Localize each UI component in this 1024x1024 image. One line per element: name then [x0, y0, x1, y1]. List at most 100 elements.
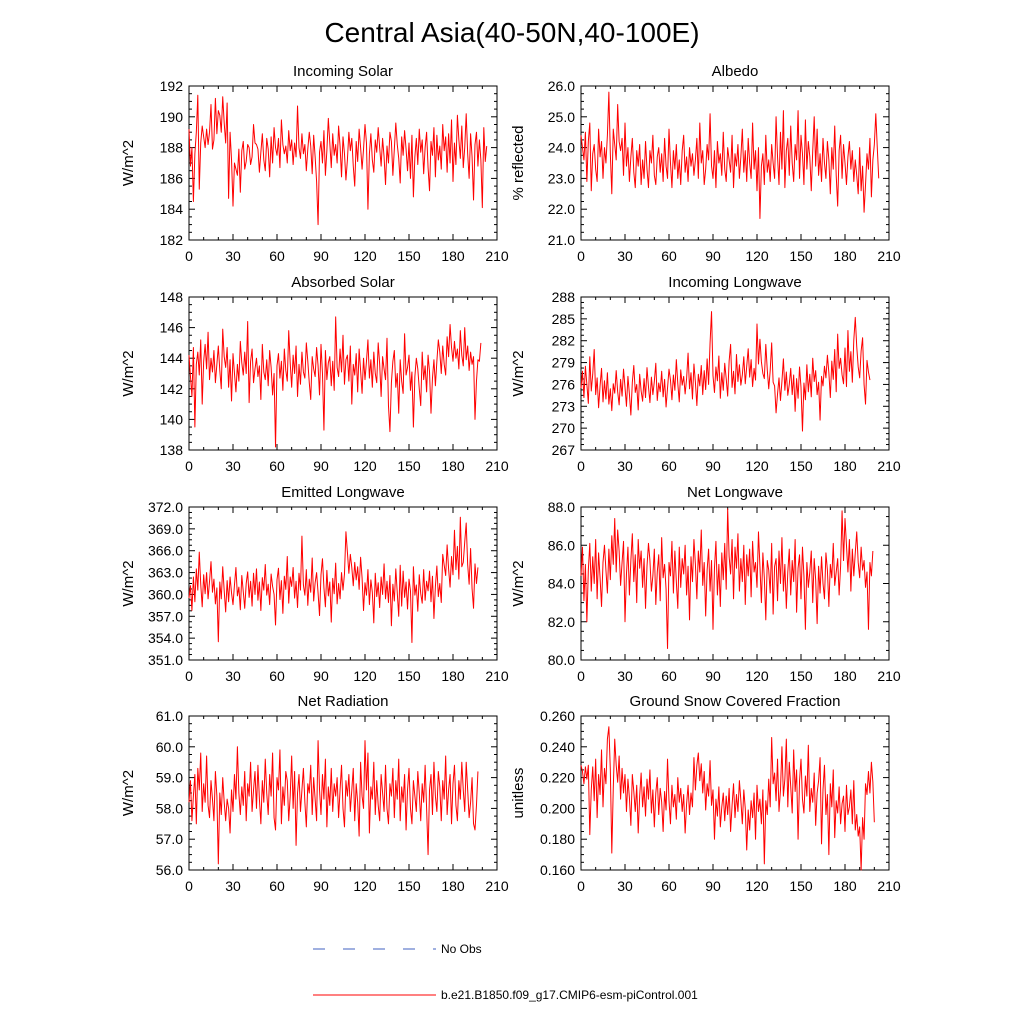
x-tick-label: 90 [705, 458, 721, 474]
y-tick-label: 88.0 [548, 499, 575, 515]
x-tick-label: 120 [745, 668, 769, 684]
y-tick-label: 148 [160, 289, 184, 305]
y-tick-label: 146 [160, 320, 184, 336]
y-tick-label: 351.0 [148, 652, 183, 668]
y-tick-label: 369.0 [148, 521, 183, 537]
x-tick-label: 60 [269, 458, 285, 474]
x-tick-label: 120 [353, 668, 377, 684]
y-tick-label: 23.0 [548, 170, 575, 186]
y-tick-label: 140 [160, 411, 184, 427]
x-tick-label: 60 [661, 248, 677, 264]
y-tick-label: 80.0 [548, 652, 575, 668]
panel-absorbed-solar: Absorbed Solar W/m^2 0 30 60 90 120 150 180 210 13… [120, 274, 509, 474]
y-tick-label: 0.240 [540, 739, 575, 755]
y-tick-label: 363.0 [148, 565, 183, 581]
series-line-emitted-longwave [188, 516, 479, 644]
series-line-incoming-longwave [580, 311, 871, 432]
y-tick-label: 192 [160, 78, 184, 94]
y-tick-label: 0.200 [540, 800, 575, 816]
y-tick-label: 0.160 [540, 862, 575, 878]
x-tick-label: 180 [833, 668, 857, 684]
panel-net-radiation: Net Radiation W/m^2 0 30 60 90 120 150 180 210 56.… [120, 693, 509, 894]
y-tick-label: 360.0 [148, 586, 183, 602]
x-tick-label: 210 [877, 668, 901, 684]
x-tick-label: 210 [485, 458, 509, 474]
x-tick-label: 90 [705, 248, 721, 264]
series-line-absorbed-solar [188, 316, 482, 448]
y-tick-label: 0.220 [540, 770, 575, 786]
y-tick-label: 60.0 [156, 739, 183, 755]
y-tick-label: 58.0 [156, 800, 183, 816]
x-tick-label: 30 [225, 458, 241, 474]
panel-incoming-solar: Incoming Solar W/m^2 0 30 60 90 120 150 180 210 18… [120, 63, 509, 264]
y-tick-label: 279 [552, 355, 576, 371]
x-tick-label: 60 [661, 878, 677, 894]
x-tick-label: 30 [617, 668, 633, 684]
panel-title: Net Radiation [298, 693, 389, 710]
x-tick-label: 90 [705, 668, 721, 684]
plot-frame [188, 506, 498, 661]
y-axis-label: W/m^2 [120, 350, 137, 396]
x-tick-label: 60 [269, 248, 285, 264]
x-tick-label: 30 [617, 248, 633, 264]
x-tick-label: 150 [397, 458, 421, 474]
series-line-net-radiation [188, 740, 479, 865]
y-axis-label: % reflected [510, 125, 527, 200]
x-tick-label: 0 [185, 878, 193, 894]
y-axis-label: W/m^2 [120, 770, 137, 816]
x-tick-label: 150 [789, 458, 813, 474]
y-tick-label: 267 [552, 442, 576, 458]
x-tick-label: 0 [185, 668, 193, 684]
x-tick-label: 180 [441, 248, 465, 264]
y-tick-label: 270 [552, 420, 576, 436]
y-axis-label: W/m^2 [510, 560, 527, 606]
x-tick-label: 90 [705, 878, 721, 894]
legend-label-model: b.e21.B1850.f09_g17.CMIP6-esm-piControl.… [441, 988, 698, 1002]
x-tick-label: 0 [577, 458, 585, 474]
panel-title: Emitted Longwave [281, 484, 404, 501]
series-line-net-longwave [580, 508, 874, 650]
y-tick-label: 366.0 [148, 543, 183, 559]
x-tick-label: 210 [485, 248, 509, 264]
y-axis-label: W/m^2 [120, 560, 137, 606]
x-tick-label: 30 [225, 878, 241, 894]
y-tick-label: 56.0 [156, 862, 183, 878]
x-tick-label: 30 [617, 878, 633, 894]
panel-title: Albedo [712, 63, 759, 80]
x-tick-label: 150 [397, 248, 421, 264]
panel-title: Net Longwave [687, 484, 783, 501]
y-tick-label: 186 [160, 170, 184, 186]
x-tick-label: 180 [833, 458, 857, 474]
x-tick-label: 0 [577, 668, 585, 684]
y-tick-label: 26.0 [548, 78, 575, 94]
x-tick-label: 60 [661, 458, 677, 474]
x-tick-label: 210 [877, 248, 901, 264]
y-tick-label: 84.0 [548, 576, 575, 592]
x-tick-label: 150 [397, 878, 421, 894]
y-tick-label: 276 [552, 376, 576, 392]
x-tick-label: 150 [789, 878, 813, 894]
x-tick-label: 180 [833, 878, 857, 894]
y-tick-label: 282 [552, 333, 576, 349]
y-tick-label: 59.0 [156, 770, 183, 786]
y-tick-label: 142 [160, 381, 184, 397]
y-tick-label: 21.0 [548, 232, 575, 248]
plot-frame [188, 296, 498, 451]
x-tick-label: 30 [225, 248, 241, 264]
x-tick-label: 180 [441, 458, 465, 474]
y-tick-label: 86.0 [548, 537, 575, 553]
x-tick-label: 60 [269, 668, 285, 684]
x-tick-label: 120 [353, 878, 377, 894]
y-tick-label: 82.0 [548, 614, 575, 630]
legend: No Obs b.e21.B1850.f09_g17.CMIP6-esm-piC… [313, 942, 698, 1002]
x-tick-label: 0 [185, 458, 193, 474]
x-tick-label: 30 [617, 458, 633, 474]
panel-albedo: Albedo % reflected 0 30 60 90 120 150 180 210 21.0… [510, 63, 901, 264]
x-tick-label: 180 [441, 668, 465, 684]
y-tick-label: 61.0 [156, 708, 183, 724]
x-tick-label: 0 [185, 248, 193, 264]
plot-frame [188, 85, 498, 241]
panel-net-longwave: Net Longwave W/m^2 0 30 60 90 120 150 180 210 80.0… [510, 484, 901, 684]
x-tick-label: 60 [661, 668, 677, 684]
